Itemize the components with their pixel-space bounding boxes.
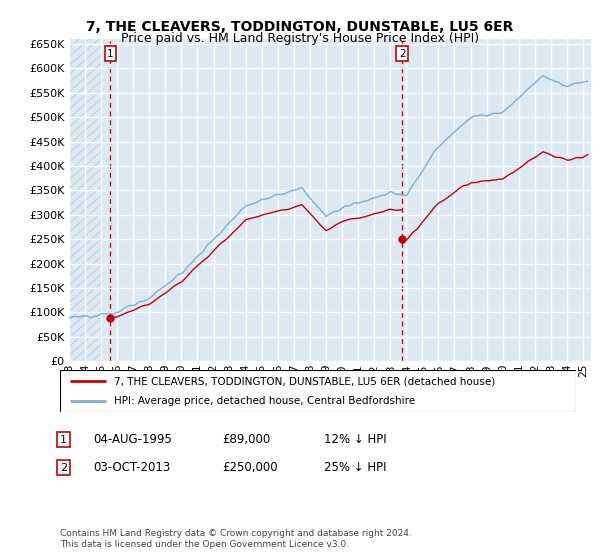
Text: 25% ↓ HPI: 25% ↓ HPI: [324, 461, 386, 474]
Text: Price paid vs. HM Land Registry's House Price Index (HPI): Price paid vs. HM Land Registry's House …: [121, 32, 479, 45]
FancyBboxPatch shape: [60, 370, 576, 412]
Text: £89,000: £89,000: [222, 433, 270, 446]
Text: 7, THE CLEAVERS, TODDINGTON, DUNSTABLE, LU5 6ER: 7, THE CLEAVERS, TODDINGTON, DUNSTABLE, …: [86, 20, 514, 34]
Text: 04-AUG-1995: 04-AUG-1995: [93, 433, 172, 446]
Text: 2: 2: [60, 463, 67, 473]
Text: 12% ↓ HPI: 12% ↓ HPI: [324, 433, 386, 446]
Text: 1: 1: [107, 49, 114, 59]
Text: Contains HM Land Registry data © Crown copyright and database right 2024.
This d: Contains HM Land Registry data © Crown c…: [60, 529, 412, 549]
Text: 03-OCT-2013: 03-OCT-2013: [93, 461, 170, 474]
Text: HPI: Average price, detached house, Central Bedfordshire: HPI: Average price, detached house, Cent…: [114, 396, 415, 406]
Text: £250,000: £250,000: [222, 461, 278, 474]
Text: 1: 1: [60, 435, 67, 445]
Text: 7, THE CLEAVERS, TODDINGTON, DUNSTABLE, LU5 6ER (detached house): 7, THE CLEAVERS, TODDINGTON, DUNSTABLE, …: [114, 376, 496, 386]
Text: 2: 2: [399, 49, 406, 59]
